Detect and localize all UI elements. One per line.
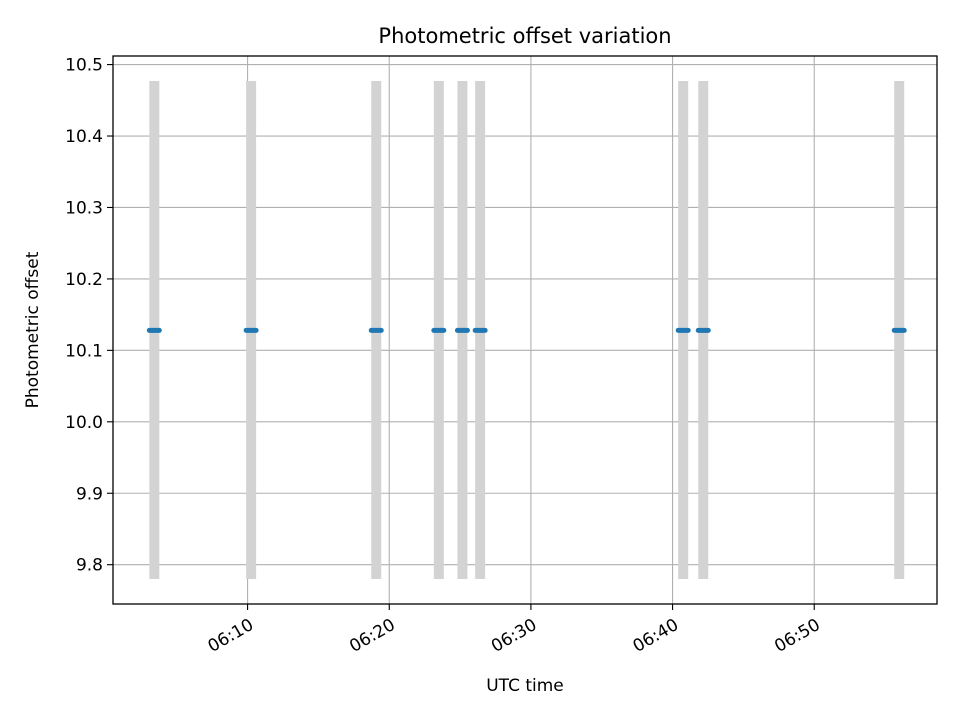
x-axis-label: UTC time [486,676,564,696]
y-tick-label: 10.4 [65,127,103,147]
y-tick-label: 9.8 [76,556,103,576]
y-tick-label: 9.9 [76,484,103,504]
y-tick-label: 10.5 [65,56,103,76]
y-axis-ticks: 9.8 9.9 10.0 10.1 10.2 10.3 10.4 10.5 [65,56,113,576]
y-tick-label: 10.1 [65,341,103,361]
chart-title: Photometric offset variation [378,24,671,48]
y-tick-label: 10.3 [65,198,103,218]
plot-frame [112,55,938,605]
y-axis-label: Photometric offset [23,251,43,408]
y-tick-label: 10.0 [65,413,103,433]
y-tick-label: 10.2 [65,270,103,290]
